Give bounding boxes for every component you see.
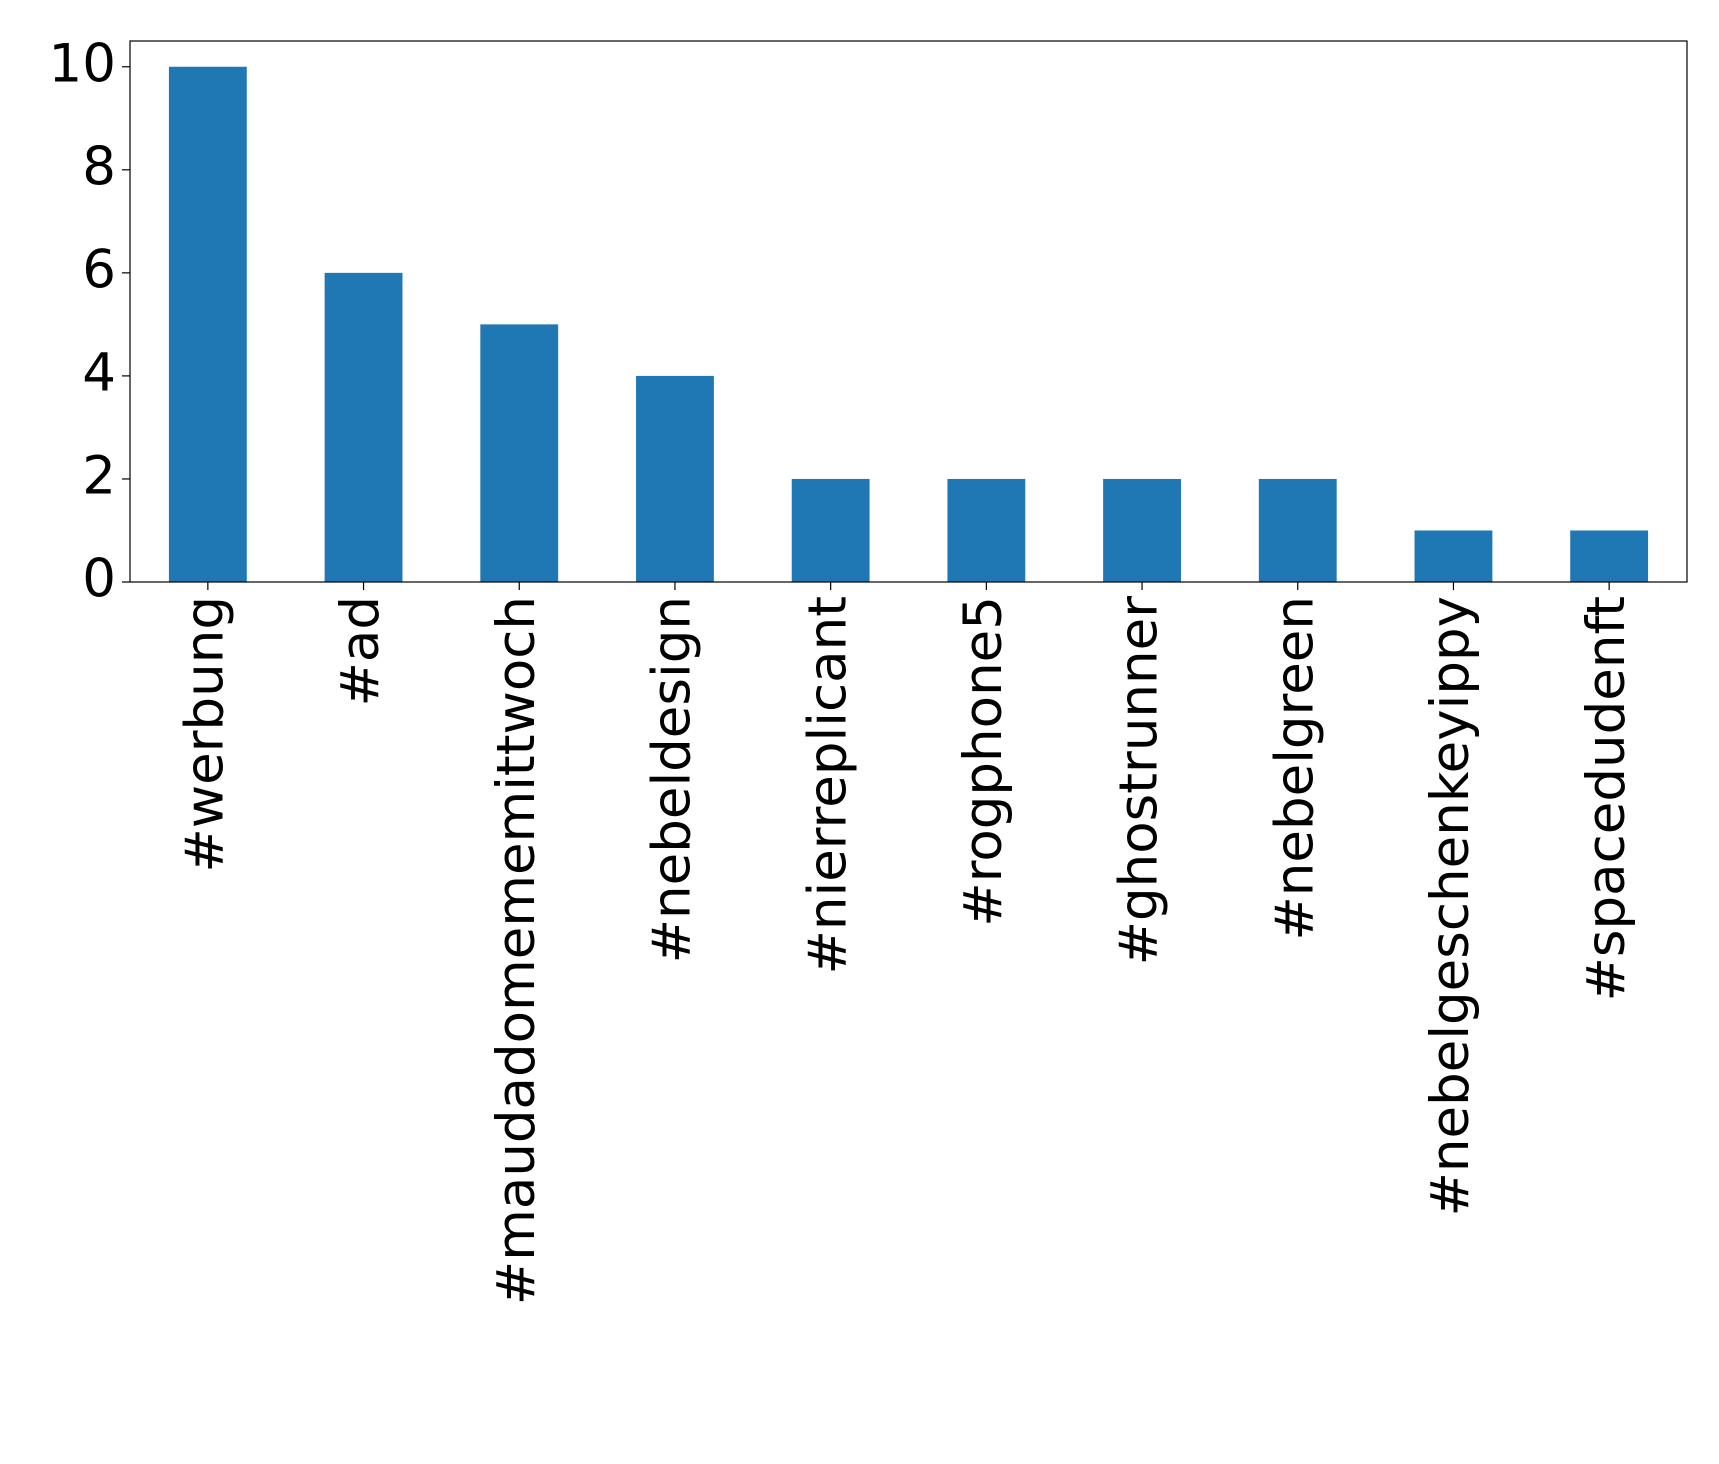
bar <box>168 66 247 582</box>
x-tick-label: #nierreplicant <box>797 596 858 975</box>
x-tick-label: #nebelgreen <box>1264 596 1325 941</box>
bar <box>947 478 1026 582</box>
x-tick-label: #ghostrunner <box>1109 596 1170 966</box>
x-tick-label: #nebeldesign <box>642 596 703 963</box>
bar <box>480 324 559 582</box>
x-tick-label: #ad <box>330 596 391 707</box>
x-tick-label: #maudadomememittwoch <box>486 596 547 1305</box>
bar <box>1258 478 1337 582</box>
bar <box>1570 530 1649 582</box>
bar <box>1103 478 1181 582</box>
x-tick-label: #nebelgeschenkeyippy <box>1420 596 1481 1217</box>
y-tick-label: 6 <box>82 239 116 300</box>
y-tick-label: 0 <box>82 549 116 610</box>
x-tick-label: #spacedudenft <box>1576 596 1637 1001</box>
y-tick-label: 10 <box>49 33 116 94</box>
plot-frame <box>129 40 1688 583</box>
bar <box>324 272 403 582</box>
y-tick-label: 8 <box>82 136 116 197</box>
bar <box>791 478 870 582</box>
bar <box>1414 530 1493 582</box>
y-tick-label: 2 <box>82 446 116 507</box>
y-tick-label: 4 <box>82 343 116 404</box>
x-tick-label: #werbung <box>174 596 235 873</box>
x-tick-label: #rogphone5 <box>953 596 1014 927</box>
bar <box>636 375 714 582</box>
